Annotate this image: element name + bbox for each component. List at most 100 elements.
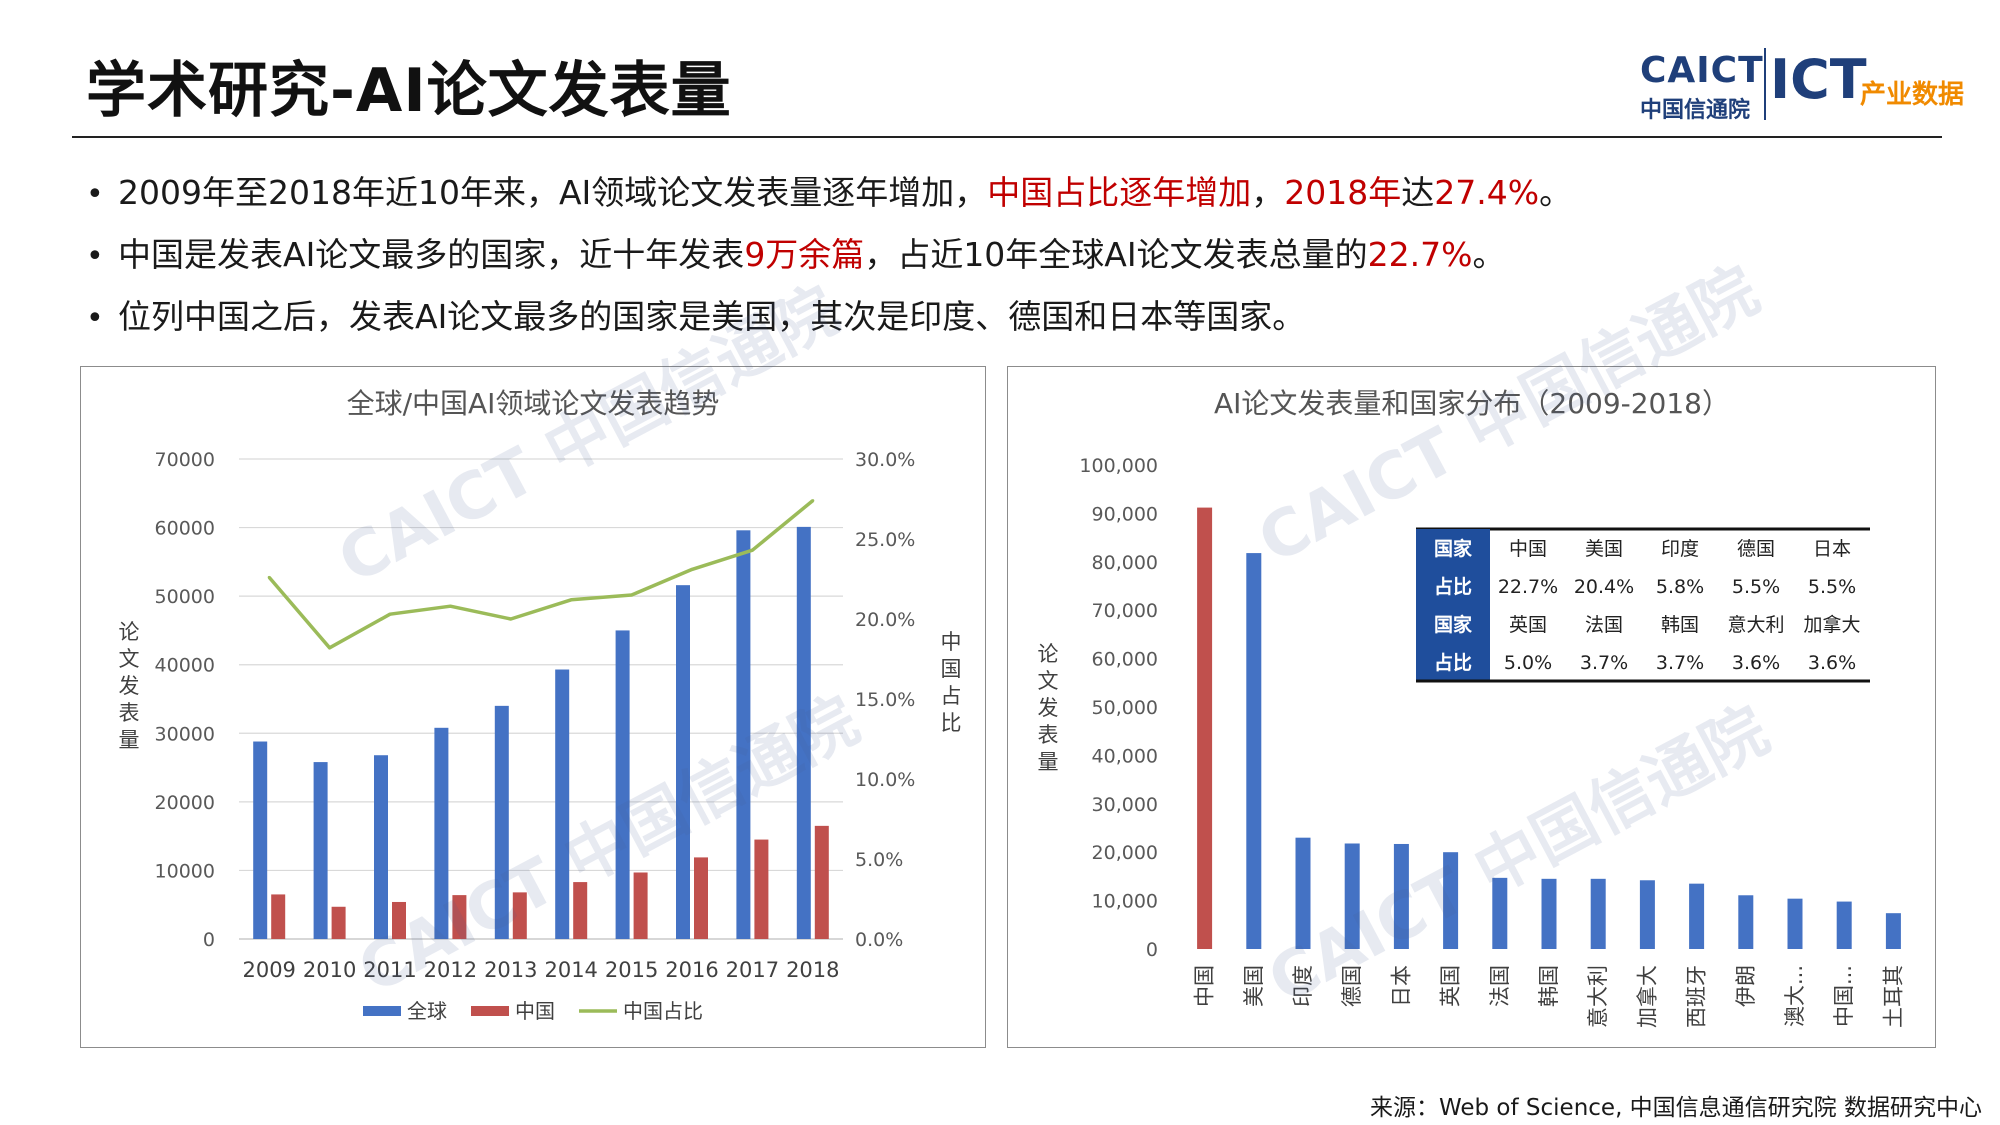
x-tick-label: 2013 bbox=[484, 958, 537, 982]
bullet-highlight: 22.7% bbox=[1367, 235, 1473, 274]
x-tick-label: 2016 bbox=[665, 958, 718, 982]
y-tick-label: 50,000 bbox=[1092, 697, 1158, 719]
point-china-share bbox=[448, 604, 452, 608]
bullet-text: 中国是发表AI论文最多的国家，近十年发表 bbox=[118, 235, 745, 274]
x-tick-label: 2017 bbox=[726, 958, 779, 982]
y-tick-label: 90,000 bbox=[1092, 503, 1158, 525]
y-tick-label: 20,000 bbox=[1092, 842, 1158, 864]
bar-global bbox=[796, 526, 811, 939]
y2-tick-label: 5.0% bbox=[855, 849, 903, 871]
table-cell: 20.4% bbox=[1574, 576, 1634, 598]
x-tick-label: 2018 bbox=[786, 958, 839, 982]
bullet-text: ，占近10年全球AI论文发表总量的 bbox=[864, 235, 1368, 274]
y2-axis-label: 中国占比 bbox=[941, 630, 962, 735]
table-cell: 德国 bbox=[1737, 538, 1775, 560]
y-tick-label: 60,000 bbox=[1092, 649, 1158, 671]
table-cell: 法国 bbox=[1585, 614, 1623, 636]
x-tick-label: 西班牙 bbox=[1685, 965, 1709, 1028]
bullet-text: 2009年至2018年近10年来，AI领域论文发表量逐年增加， bbox=[118, 173, 988, 212]
x-tick-label: 中国... bbox=[1832, 965, 1856, 1027]
point-china-share bbox=[811, 499, 815, 503]
x-tick-label: 土耳其 bbox=[1881, 965, 1905, 1028]
x-tick-label: 日本 bbox=[1389, 965, 1413, 1007]
page-title: 学术研究-AI论文发表量 bbox=[86, 56, 732, 126]
point-china-share bbox=[388, 612, 392, 616]
y-tick-label: 0 bbox=[203, 929, 215, 951]
x-tick-label: 2010 bbox=[303, 958, 356, 982]
x-tick-label: 2012 bbox=[424, 958, 477, 982]
line-china-share bbox=[267, 499, 814, 650]
y-tick-label: 40,000 bbox=[1092, 745, 1158, 767]
legend-swatch-china bbox=[471, 1006, 509, 1016]
table-head-cell bbox=[1416, 605, 1490, 643]
x-tick-label: 英国 bbox=[1439, 965, 1463, 1007]
bullet-dot-icon: • bbox=[86, 177, 104, 212]
bullet-item: • 中国是发表AI论文最多的国家，近十年发表9万余篇，占近10年全球AI论文发表总… bbox=[86, 232, 1966, 294]
bar-country bbox=[1639, 880, 1655, 949]
bar-china bbox=[331, 906, 346, 939]
chart-title: AI论文发表量和国家分布（2009-2018） bbox=[1214, 387, 1730, 420]
chart-title: 全球/中国AI领域论文发表趋势 bbox=[347, 387, 720, 420]
bullet-text: 达 bbox=[1401, 173, 1435, 212]
title-divider bbox=[72, 136, 1942, 138]
bullet-dot-icon: • bbox=[86, 301, 104, 336]
y2-tick-label: 20.0% bbox=[855, 609, 915, 631]
x-tick-label: 伊朗 bbox=[1734, 965, 1758, 1007]
x-tick-label: 印度 bbox=[1291, 965, 1315, 1007]
logo-caict-text: CAICT bbox=[1640, 50, 1764, 91]
country-chart-panel: AI论文发表量和国家分布（2009-2018） 0 10,000 20,000 30,0… bbox=[1007, 366, 1936, 1048]
table-head-cell bbox=[1416, 643, 1490, 681]
point-china-share bbox=[569, 598, 573, 602]
table-head-label: 国家 bbox=[1434, 537, 1473, 560]
trend-chart-panel: 全球/中国AI领域论文发表趋势 0 10000 20000 30000 40000 5000… bbox=[80, 366, 986, 1048]
y-tick-label: 60000 bbox=[155, 518, 215, 540]
table-cell: 日本 bbox=[1813, 538, 1851, 560]
y-axis-label: 论文发表量 bbox=[1038, 642, 1059, 774]
x-tick-label: 法国 bbox=[1488, 965, 1512, 1007]
bullet-text: 位列中国之后，发表AI论文最多的国家是美国，其次是印度、德国和日本等国家。 bbox=[118, 297, 1306, 336]
table-cell: 5.0% bbox=[1504, 652, 1552, 674]
bar-global bbox=[736, 530, 751, 939]
bullet-text: 。 bbox=[1472, 235, 1506, 274]
bar-china bbox=[814, 825, 829, 939]
bar-country bbox=[1885, 913, 1901, 949]
table-head-label: 占比 bbox=[1434, 575, 1472, 598]
y2-tick-label: 10.0% bbox=[855, 769, 915, 791]
y-tick-label: 70,000 bbox=[1092, 600, 1158, 622]
y-tick-label: 50000 bbox=[155, 586, 215, 608]
table-cell: 加拿大 bbox=[1803, 613, 1860, 636]
bar-china bbox=[573, 882, 588, 939]
table-cell: 5.5% bbox=[1808, 576, 1856, 598]
y-tick-label: 0 bbox=[1146, 939, 1158, 961]
logo-divider bbox=[1764, 48, 1766, 120]
table-cell: 22.7% bbox=[1498, 576, 1558, 598]
x-tick-label: 2014 bbox=[544, 958, 597, 982]
bar-global bbox=[374, 755, 388, 939]
y-tick-label: 70000 bbox=[155, 449, 215, 471]
bar-china bbox=[392, 901, 406, 939]
bar-country bbox=[1590, 878, 1606, 949]
table-cell: 韩国 bbox=[1661, 614, 1699, 636]
table-cell: 意大利 bbox=[1727, 614, 1784, 636]
bar-country bbox=[1787, 898, 1803, 949]
y2-tick-label: 25.0% bbox=[855, 529, 915, 551]
bar-china bbox=[754, 839, 769, 939]
point-china-share bbox=[509, 617, 513, 621]
x-tick-label: 韩国 bbox=[1537, 965, 1561, 1007]
bar-country bbox=[1443, 852, 1459, 949]
y-tick-label: 10000 bbox=[155, 860, 215, 882]
x-tick-label: 中国 bbox=[1193, 965, 1217, 1007]
bar-china bbox=[633, 872, 648, 939]
bullet-text: 。 bbox=[1539, 173, 1573, 212]
x-tick-label: 加拿大 bbox=[1635, 965, 1659, 1028]
table-cell: 5.5% bbox=[1732, 576, 1780, 598]
point-china-share bbox=[328, 646, 332, 650]
bar-country bbox=[1246, 553, 1262, 949]
table-cell: 美国 bbox=[1585, 538, 1623, 560]
y2-tick-label: 15.0% bbox=[855, 689, 915, 711]
x-tick-label: 意大利 bbox=[1586, 965, 1610, 1028]
y-tick-label: 80,000 bbox=[1092, 552, 1158, 574]
point-china-share bbox=[690, 567, 694, 571]
bar-china bbox=[512, 892, 527, 939]
table-cell: 中国 bbox=[1509, 538, 1547, 560]
